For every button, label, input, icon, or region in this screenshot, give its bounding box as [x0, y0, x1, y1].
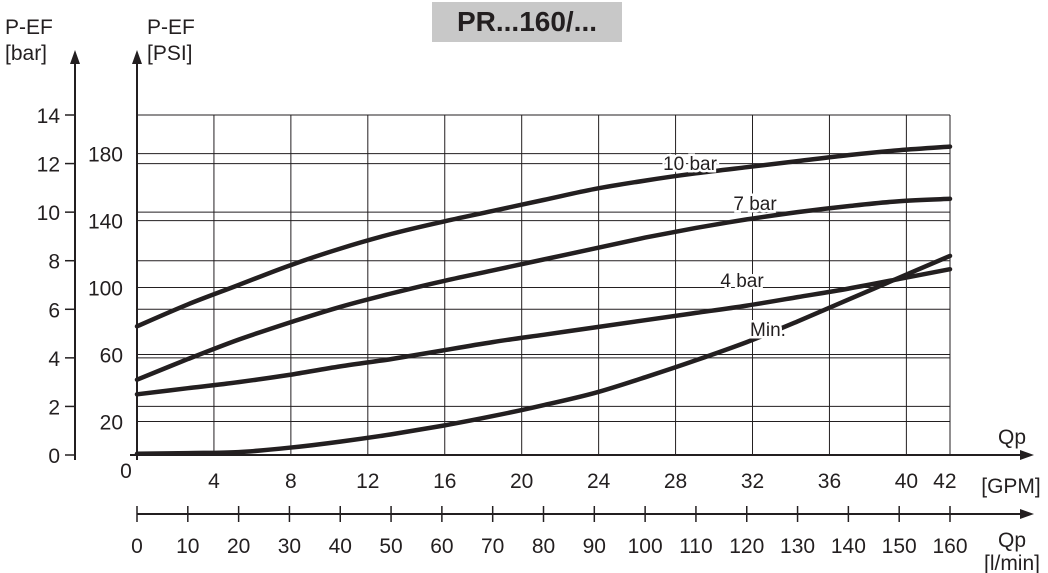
lmin-tick-label: 160 — [932, 535, 967, 558]
gpm-tick-label: 4 — [208, 470, 220, 493]
lmin-axis-arrowhead — [1020, 509, 1034, 519]
series-label: 4 bar — [720, 271, 764, 292]
psi-axis-unit: [PSI] — [147, 42, 193, 65]
chart-title: PR...160/... — [456, 6, 598, 37]
lmin-axis-label: Qp — [998, 529, 1026, 552]
gpm-origin-label: 0 — [120, 460, 132, 483]
lmin-tick-label: 70 — [481, 535, 504, 558]
bar-axis-label: P-EF — [5, 16, 53, 39]
series-line-4-bar — [134, 266, 953, 397]
gpm-tick-label: 8 — [285, 470, 297, 493]
gpm-tick-label: 20 — [510, 470, 533, 493]
gpm-axis-label: Qp — [998, 426, 1026, 449]
series-label: 7 bar — [733, 194, 777, 215]
gpm-axis-unit: [GPM] — [981, 475, 1041, 498]
lmin-axis-unit: [l/min] — [984, 552, 1040, 573]
lmin-tick-label: 130 — [780, 535, 815, 558]
bar-tick-label: 0 — [48, 445, 60, 468]
psi-tick-label: 180 — [88, 144, 123, 167]
lmin-tick-label: 150 — [882, 535, 917, 558]
bar-axis-arrowhead — [70, 50, 80, 64]
psi-tick-label: 20 — [100, 412, 123, 435]
gpm-tick-label: 36 — [818, 470, 841, 493]
bar-tick-label: 2 — [48, 396, 60, 419]
psi-axis-arrowhead — [132, 50, 142, 64]
psi-tick-label: 60 — [100, 345, 123, 368]
lmin-tick-label: 20 — [227, 535, 250, 558]
gpm-tick-label: 16 — [433, 470, 456, 493]
lmin-tick-label: 0 — [131, 535, 143, 558]
lmin-tick-label: 120 — [729, 535, 764, 558]
lmin-tick-label: 90 — [583, 535, 606, 558]
bar-tick-label: 10 — [37, 202, 60, 225]
series-line-min- — [134, 253, 953, 457]
lmin-tick-label: 10 — [176, 535, 199, 558]
lmin-tick-label: 60 — [430, 535, 453, 558]
bar-tick-label: 12 — [37, 154, 60, 177]
gpm-tick-label: 40 — [895, 470, 918, 493]
lmin-tick-label: 30 — [278, 535, 301, 558]
gpm-tick-label: 24 — [587, 470, 611, 493]
gpm-tick-label: 42 — [933, 470, 956, 493]
series-label: Min. — [750, 320, 786, 341]
series-line-7-bar — [134, 196, 953, 382]
bar-tick-label: 6 — [48, 299, 60, 322]
gpm-tick-label: 12 — [356, 470, 379, 493]
psi-tick-label: 140 — [88, 211, 123, 234]
bar-tick-label: 8 — [48, 251, 60, 274]
lmin-tick-label: 100 — [628, 535, 663, 558]
lmin-tick-label: 80 — [532, 535, 555, 558]
series-label: 10 bar — [663, 154, 718, 175]
bar-axis-unit: [bar] — [5, 42, 47, 65]
title-background — [432, 2, 622, 42]
lmin-tick-label: 140 — [831, 535, 866, 558]
lmin-tick-label: 110 — [679, 535, 712, 558]
gpm-axis-arrowhead — [1020, 450, 1034, 460]
psi-tick-label: 100 — [88, 278, 123, 301]
gpm-tick-label: 32 — [741, 470, 764, 493]
series-line-10-bar — [134, 144, 953, 329]
psi-axis-label: P-EF — [147, 16, 195, 39]
lmin-tick-label: 40 — [329, 535, 352, 558]
bar-tick-label: 4 — [48, 348, 60, 371]
bar-tick-label: 14 — [37, 105, 61, 128]
lmin-tick-label: 50 — [379, 535, 402, 558]
gpm-tick-label: 28 — [664, 470, 687, 493]
